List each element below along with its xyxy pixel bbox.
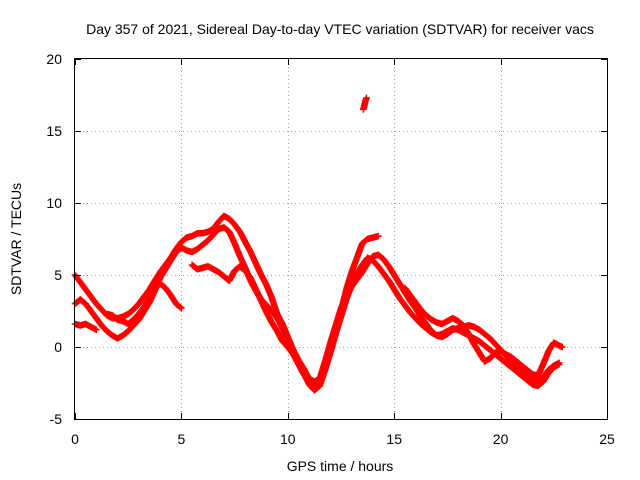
x-axis-label: GPS time / hours [287,458,394,474]
series-outlier [360,94,370,113]
x-tick-label: 10 [280,431,296,447]
data-point [92,326,100,334]
y-tick-label: 5 [54,267,62,283]
data-point [178,304,185,312]
y-tick-label: 0 [54,339,62,355]
series-track-c [71,232,566,391]
data-point [374,232,382,240]
data-point [363,94,370,102]
x-tick-label: 25 [599,431,615,447]
y-axis-label: SDTVAR / TECUs [8,183,24,295]
data-point [559,343,566,351]
plot-frame [74,58,608,420]
x-tick-label: 5 [178,431,186,447]
x-tick-label: 0 [71,431,79,447]
y-tick-label: 15 [46,123,62,139]
data-point [555,360,563,368]
axes: 0 5 10 15 20 25 -5 0 5 10 15 20 [46,51,615,447]
chart-title: Day 357 of 2021, Sidereal Day-to-day VTE… [86,21,594,37]
data-point [177,304,184,311]
grid-lines [75,59,607,419]
y-tick-label: -5 [50,411,63,427]
y-tick-label: 10 [46,195,62,211]
y-tick-label: 20 [46,51,62,67]
data-points [71,94,566,394]
x-tick-label: 20 [493,431,509,447]
x-tick-label: 15 [386,431,402,447]
